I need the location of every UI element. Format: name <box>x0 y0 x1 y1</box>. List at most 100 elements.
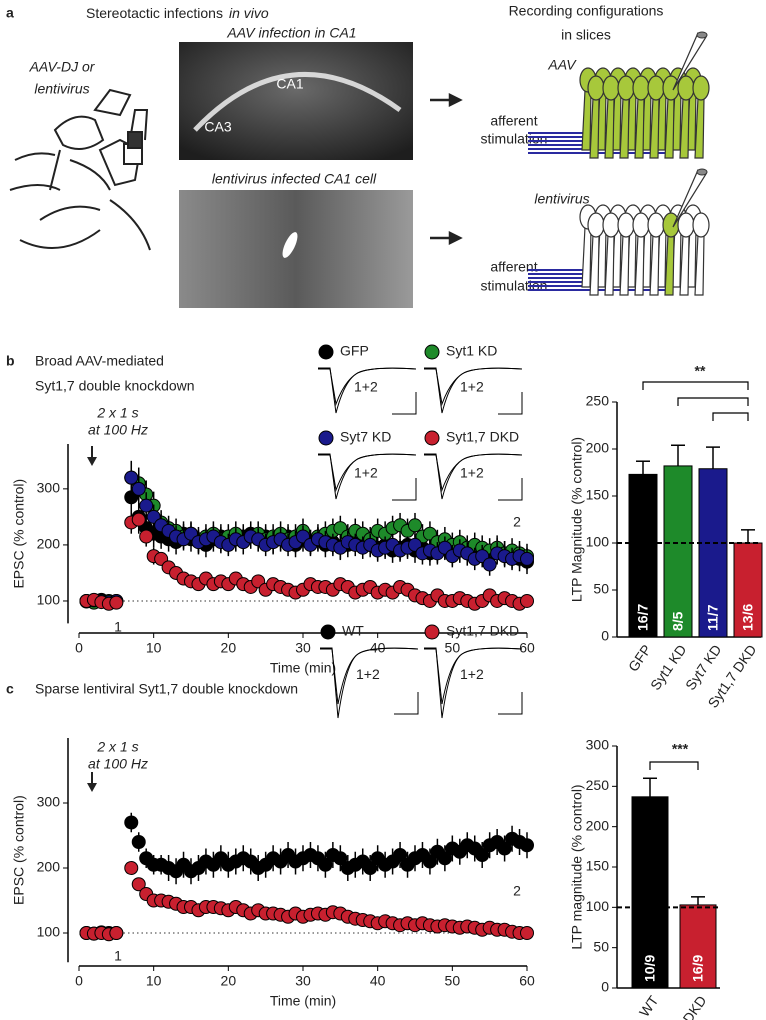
ca1-band <box>193 71 402 132</box>
scale-bar <box>392 392 417 415</box>
data-point <box>124 470 139 485</box>
y-tick-label: 200 <box>37 859 61 875</box>
x-tick-label: 40 <box>370 640 386 656</box>
neuron <box>587 75 605 101</box>
neuron <box>662 212 680 238</box>
y-axis-label: EPSC (% control) <box>11 795 27 905</box>
neuron <box>634 234 645 296</box>
scale-bar <box>498 478 523 501</box>
annotation: 2 <box>513 883 521 899</box>
neuron <box>604 234 615 296</box>
neuron <box>649 97 660 159</box>
n-label: 13/6 <box>740 604 756 631</box>
y-tick-label: 200 <box>586 440 610 456</box>
legend-marker <box>318 344 334 360</box>
region-label: CA1 <box>276 76 303 92</box>
y-tick-label: 100 <box>586 898 610 914</box>
legend-label: Syt7 KD <box>340 429 391 445</box>
x-tick-label: 0 <box>75 973 83 989</box>
y-tick-label: 150 <box>586 487 610 503</box>
n-label: 10/9 <box>642 955 658 982</box>
neuron <box>617 212 635 238</box>
scale-bar <box>498 392 523 415</box>
x-tick-label: 60 <box>519 973 535 989</box>
y-tick-label: 100 <box>37 924 61 940</box>
neuron <box>647 212 665 238</box>
y-tick-label: 100 <box>37 592 61 608</box>
y-tick-label: 100 <box>586 534 610 550</box>
y-tick-label: 300 <box>586 737 610 753</box>
legend-label: Syt1,7 DKD <box>446 623 519 639</box>
x-tick-label: Syt1,7 DKD <box>654 993 709 1020</box>
significance-bracket <box>677 397 749 406</box>
data-point <box>131 512 146 527</box>
neuron <box>587 212 605 238</box>
y-tick-label: 50 <box>593 938 609 954</box>
data-point <box>333 851 348 866</box>
neuron <box>632 75 650 101</box>
data-point <box>139 529 154 544</box>
legend-label: Syt1,7 DKD <box>446 429 519 445</box>
neuron <box>692 212 710 238</box>
scale-bar <box>392 478 417 501</box>
stim-label: stimulation <box>481 131 548 147</box>
y-tick-label: 250 <box>586 777 610 793</box>
x-tick-label: 10 <box>146 973 162 989</box>
data-point <box>497 841 512 856</box>
panel-title: Stereotactic infections in vivo <box>86 5 269 21</box>
neuron <box>694 234 705 296</box>
n-label: 11/7 <box>705 604 721 631</box>
y-tick-label: 0 <box>601 628 609 644</box>
trace-label: 1+2 <box>356 666 380 682</box>
data-point <box>139 498 154 513</box>
significance-bracket <box>649 761 699 770</box>
x-tick-label: 30 <box>295 640 311 656</box>
example-trace <box>318 453 417 492</box>
panel-title: in slices <box>561 27 611 43</box>
y-axis-label: LTP Magnitude (% control) <box>569 437 585 602</box>
scale-bar <box>394 692 419 715</box>
region-label: CA3 <box>204 119 231 135</box>
legend-marker <box>424 344 440 360</box>
panel-label: a <box>6 5 14 21</box>
data-point <box>393 848 408 862</box>
trace-label: 1+2 <box>460 379 484 395</box>
stereotax-drawing <box>9 88 151 251</box>
bar <box>733 542 763 638</box>
bar <box>628 473 658 638</box>
significance-bracket <box>642 381 749 390</box>
bar <box>663 465 693 638</box>
legend-marker <box>424 430 440 446</box>
data-point <box>131 835 146 849</box>
y-tick-label: 300 <box>37 480 61 496</box>
injection-label: lentivirus <box>34 81 89 97</box>
data-point <box>520 926 534 940</box>
legend-label: GFP <box>340 343 369 359</box>
data-point <box>408 518 422 533</box>
data-point <box>437 851 452 866</box>
data-point <box>482 557 497 572</box>
panel-label: b <box>6 353 15 369</box>
data-point <box>131 481 146 496</box>
x-tick-label: 20 <box>221 973 237 989</box>
y-tick-label: 150 <box>586 858 610 874</box>
y-tick-label: 250 <box>586 393 610 409</box>
data-point <box>124 815 139 830</box>
neuron <box>664 234 675 296</box>
example-trace <box>424 367 523 406</box>
x-tick-label: 40 <box>370 973 386 989</box>
neuron <box>662 75 680 101</box>
pipette <box>696 168 708 176</box>
stim-label: at 100 Hz <box>88 756 148 772</box>
example-trace <box>424 647 523 719</box>
chart-title: Broad AAV-mediated <box>35 353 164 369</box>
data-point <box>318 857 333 872</box>
stim-label: 2 x 1 s <box>96 739 138 755</box>
neuron <box>677 212 695 238</box>
x-tick-label: 10 <box>146 640 162 656</box>
neuron <box>679 97 690 159</box>
y-tick-label: 50 <box>593 581 609 597</box>
neuron <box>581 89 592 151</box>
injection-label: AAV-DJ or <box>29 59 96 75</box>
x-axis-label: Time (min) <box>270 993 336 1009</box>
